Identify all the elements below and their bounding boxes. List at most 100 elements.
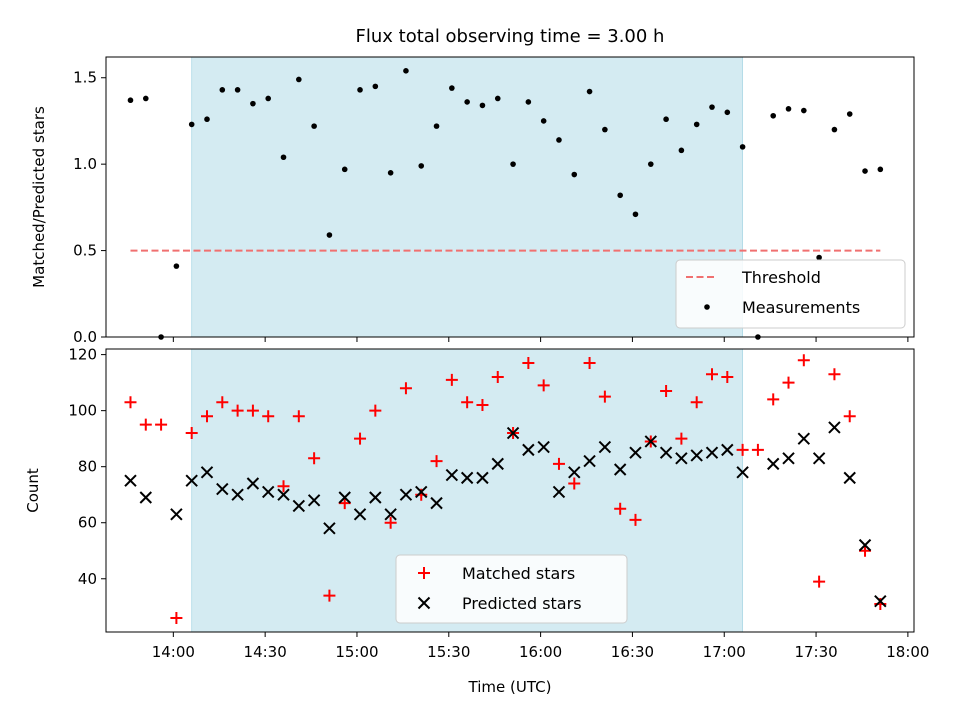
predicted-star-point [568, 466, 581, 479]
measurement-point [602, 126, 608, 133]
measurement-point [586, 88, 593, 95]
measurement-point [433, 123, 440, 129]
predicted-star-point [659, 446, 673, 459]
matched-star-point [706, 368, 718, 381]
legend-matched-label: Matched stars [462, 564, 575, 583]
predicted-star-point [216, 482, 229, 496]
y-tick-label: 60 [78, 514, 97, 532]
predicted-star-point [200, 466, 214, 479]
legend-box [675, 259, 906, 329]
x-tick-label: 14:30 [244, 643, 287, 661]
predicted-star-point [292, 499, 306, 513]
y-axis-label: Count [24, 468, 42, 513]
predicted-star-point [369, 491, 382, 504]
predicted-star-point [705, 446, 719, 459]
measurement-point [816, 254, 822, 261]
predicted-star-point [736, 466, 749, 479]
y-tick-label: 0.5 [73, 242, 97, 260]
predicted-star-point [828, 421, 841, 434]
measurement-point [663, 116, 669, 123]
predicted-star-point [552, 485, 566, 499]
highlight-span [191, 56, 744, 338]
matched-star-point [369, 404, 382, 417]
measurement-point [494, 95, 501, 102]
measurement-point [479, 102, 486, 109]
measurement-point [862, 168, 868, 174]
y-tick-label: 1.5 [73, 69, 97, 87]
x-tick-label: 18:00 [886, 643, 929, 661]
measurement-point [234, 87, 241, 93]
matched-star-point [491, 371, 504, 384]
predicted-star-point [782, 452, 795, 465]
x-axis-label: Time (UTC) [468, 678, 552, 696]
bottom-chart: 40 60 80 100 120 14:00 14:30 15:00 15:30 16:00 16:… [24, 346, 929, 696]
measurement-point [296, 76, 302, 83]
y-tick-label: 80 [78, 458, 97, 476]
matched-star-point [552, 457, 565, 470]
measurement-point [785, 106, 792, 112]
matched-star-point [262, 410, 275, 423]
matched-star-point [767, 393, 780, 406]
matched-star-point [629, 513, 642, 526]
predicted-star-point [506, 426, 520, 440]
matched-star-point [354, 432, 367, 445]
legend-measurements-label: Measurements [742, 298, 860, 317]
measurement-point [311, 123, 317, 129]
predicted-star-point [307, 494, 321, 507]
predicted-star-point [170, 508, 183, 521]
y-tick-label: 120 [68, 346, 97, 364]
x-tick-label: 17:00 [703, 643, 746, 661]
matched-star-point [139, 418, 152, 431]
legend-threshold-label: Threshold [741, 268, 821, 287]
x-tick-label: 17:30 [794, 643, 837, 661]
predicted-star-point [644, 435, 657, 448]
measurement-point [510, 161, 516, 167]
predicted-star-point [812, 452, 826, 465]
matched-star-point [292, 410, 305, 423]
measurement-point [724, 109, 731, 116]
predicted-star-point [185, 474, 198, 487]
matched-star-point [751, 443, 764, 456]
matched-star-point [537, 379, 550, 392]
predicted-star-point [598, 440, 612, 454]
predicted-star-point [491, 457, 504, 471]
matched-star-point [216, 396, 229, 409]
matched-star-point [675, 432, 688, 445]
matched-star-point [323, 589, 336, 602]
predicted-star-point [415, 485, 428, 499]
matched-star-point [660, 385, 673, 398]
chart-title: Flux total observing time = 3.00 h [356, 26, 665, 47]
predicted-star-point [277, 488, 290, 501]
matched-star-point [522, 357, 535, 370]
measurement-point [326, 232, 333, 238]
matched-star-point [277, 480, 290, 493]
matched-star-point [185, 427, 198, 440]
matched-star-point [476, 399, 489, 412]
matched-star-point [155, 418, 168, 431]
top-plot-frame [105, 56, 915, 338]
matched-star-point [598, 390, 611, 403]
matched-star-point [859, 544, 872, 557]
predicted-star-point [384, 508, 397, 521]
y-tick-label: 100 [68, 402, 97, 420]
predicted-star-point [583, 454, 596, 468]
measurement-point [250, 100, 256, 107]
predicted-star-point [629, 446, 642, 459]
bottom-plot-frame [105, 348, 915, 633]
matched-star-point [338, 497, 351, 510]
x-tick-label: 16:00 [519, 643, 562, 661]
matched-star-point [736, 443, 749, 456]
matched-star-point [384, 516, 397, 529]
measurement-point [632, 211, 639, 218]
measurement-point [173, 263, 180, 269]
measurement-point [372, 83, 379, 90]
measurement-point [709, 104, 715, 110]
predicted-star-point [430, 496, 443, 510]
matched-star-point [797, 354, 810, 367]
predicted-star-point [767, 457, 780, 471]
x-tick-label: 15:30 [427, 643, 470, 661]
matched-star-point [721, 371, 734, 384]
predicted-star-point [139, 491, 152, 504]
predicted-star-point [262, 485, 275, 499]
legend-box [395, 554, 628, 624]
